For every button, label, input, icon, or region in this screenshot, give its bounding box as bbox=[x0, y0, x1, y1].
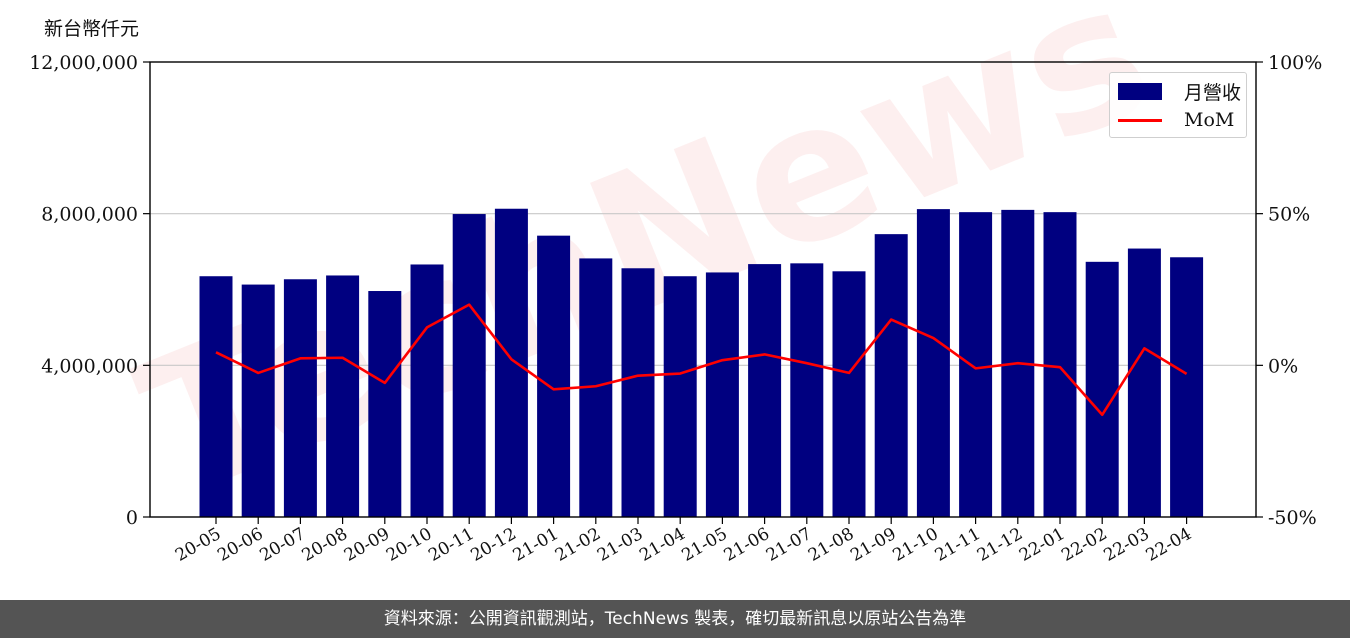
bar-20-10 bbox=[410, 264, 444, 517]
bar-21-03 bbox=[621, 268, 655, 517]
source-footer: 資料來源：公開資訊觀測站，TechNews 製表，確切最新訊息以原站公告為準 bbox=[0, 600, 1350, 638]
x-tick-label: 21-02 bbox=[552, 524, 604, 566]
x-tick-label: 20-10 bbox=[383, 524, 435, 566]
revenue-chart: TechNews 04,000,0008,000,00012,000,000-5… bbox=[29, 0, 1322, 566]
x-tick-label: 20-06 bbox=[214, 524, 266, 566]
bar-22-02 bbox=[1085, 261, 1119, 517]
x-tick-label: 21-11 bbox=[932, 524, 984, 566]
x-tick-label: 20-11 bbox=[425, 524, 477, 566]
bar-22-01 bbox=[1043, 212, 1077, 517]
y-right-tick-label: -50% bbox=[1268, 507, 1317, 529]
bar-20-06 bbox=[241, 284, 275, 517]
bar-21-10 bbox=[916, 209, 950, 517]
x-tick-label: 22-02 bbox=[1058, 524, 1110, 566]
plot-frame bbox=[149, 61, 1257, 518]
bar-20-11 bbox=[452, 214, 486, 517]
bar-21-06 bbox=[748, 264, 782, 517]
legend-swatch-bar bbox=[1118, 82, 1162, 100]
mom-line-series bbox=[215, 303, 1188, 417]
bar-22-03 bbox=[1127, 248, 1161, 518]
x-tick-label: 21-03 bbox=[594, 524, 646, 566]
x-tick-label: 21-12 bbox=[974, 524, 1026, 566]
bar-20-05 bbox=[199, 276, 233, 517]
x-tick-label: 20-09 bbox=[341, 524, 393, 566]
x-tick-label: 21-09 bbox=[847, 524, 899, 566]
bar-21-07 bbox=[790, 263, 824, 517]
bar-21-04 bbox=[663, 276, 697, 517]
x-tick-label: 22-03 bbox=[1100, 524, 1152, 566]
bar-21-01 bbox=[537, 235, 571, 518]
x-tick-label: 21-06 bbox=[721, 524, 773, 566]
y-right-tick-label: 50% bbox=[1268, 204, 1310, 226]
legend-item-revenue: 月營收 bbox=[1118, 77, 1241, 105]
legend-swatch-line bbox=[1118, 118, 1162, 122]
bar-20-09 bbox=[368, 291, 402, 517]
x-tick-label: 21-04 bbox=[636, 524, 688, 566]
legend: 月營收 MoM bbox=[1109, 72, 1247, 138]
y-left-tick-label: 0 bbox=[126, 507, 138, 529]
bar-21-09 bbox=[874, 234, 908, 517]
x-tick-label: 21-01 bbox=[510, 524, 562, 566]
y-left-tick-label: 12,000,000 bbox=[29, 52, 138, 74]
bar-22-04 bbox=[1170, 257, 1204, 517]
bar-21-11 bbox=[959, 212, 993, 517]
bar-20-08 bbox=[326, 275, 360, 517]
legend-item-mom: MoM bbox=[1118, 106, 1234, 134]
bar-series bbox=[199, 208, 1204, 518]
x-tick-label: 22-01 bbox=[1016, 524, 1068, 566]
x-tick-label: 20-07 bbox=[256, 524, 308, 566]
x-tick-label: 21-05 bbox=[678, 524, 730, 566]
bar-20-12 bbox=[494, 208, 528, 518]
x-tick-label: 22-04 bbox=[1143, 524, 1195, 566]
legend-label-mom: MoM bbox=[1184, 109, 1235, 131]
y-left-tick-label: 4,000,000 bbox=[41, 355, 138, 377]
y-axis-unit-label: 新台幣仟元 bbox=[44, 18, 140, 40]
bar-20-07 bbox=[283, 279, 317, 517]
bar-21-05 bbox=[705, 272, 739, 517]
x-tick-label: 21-10 bbox=[889, 524, 941, 566]
x-tick-label: 20-12 bbox=[467, 524, 519, 566]
y-left-tick-label: 8,000,000 bbox=[41, 204, 138, 226]
bar-21-08 bbox=[832, 271, 866, 517]
x-tick-label: 21-07 bbox=[763, 524, 815, 566]
x-tick-label: 20-08 bbox=[299, 524, 351, 566]
y-right-tick-label: 0% bbox=[1268, 355, 1298, 377]
legend-label-revenue: 月營收 bbox=[1184, 81, 1242, 104]
mom-line bbox=[215, 303, 1188, 417]
x-tick-label: 21-08 bbox=[805, 524, 857, 566]
y-right-tick-label: 100% bbox=[1268, 52, 1322, 74]
